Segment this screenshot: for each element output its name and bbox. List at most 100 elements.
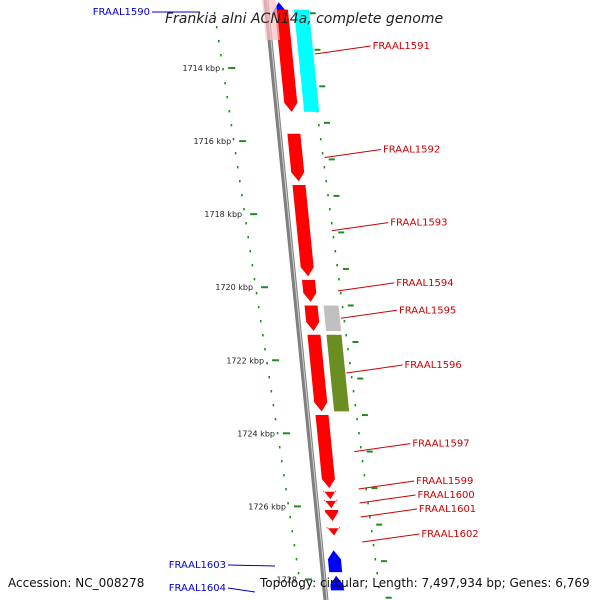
gene-fraal1591[interactable] [274,9,298,112]
topology-label: Topology: circular; Length: 7,497,934 bp… [259,576,590,590]
outer-track-dot [345,334,348,337]
outer-track-dot [327,194,329,197]
features-layer [262,0,350,591]
kbp-tick-label: 1722 kbp [226,356,264,365]
inner-track-dot [251,264,254,267]
inner-track-dot [264,348,266,351]
gene-label-fraal1591[interactable]: FRAAL1591 [373,41,430,52]
gene-label-fraal1595[interactable]: FRAAL1595 [399,305,456,316]
inner-track-dot [241,194,243,197]
outer-track-dot [336,264,338,267]
outer-track-dot [367,502,369,505]
gene-label-fraal1601[interactable]: FRAAL1601 [419,504,476,515]
outer-track-dot [356,418,358,421]
outer-track-dot [347,348,349,351]
outer-track-dot [354,404,357,407]
gene-label-fraal1597[interactable]: FRAAL1597 [412,439,469,450]
cyan-feature-fraal1591[interactable] [293,9,320,112]
outer-track-dot [350,376,353,379]
outer-track-dot [363,474,366,477]
olive-feature-fraal1596[interactable] [326,334,350,412]
outer-track-dot [343,320,346,323]
inner-track-dot [247,236,249,239]
outer-track-dot [365,488,368,491]
gene-fraal1601[interactable] [325,510,339,521]
gene-fraal1596[interactable] [307,334,328,412]
gene-label-fraal1604[interactable]: FRAAL1604 [169,583,226,594]
inner-track-dot [266,362,268,365]
label-connector [362,533,420,543]
label-connector [354,443,411,453]
inner-track-dot [270,390,273,393]
inner-track-dot [283,474,285,477]
inner-track-dot [287,502,289,505]
gene-fraal1592[interactable] [287,133,305,182]
label-connector [315,45,371,55]
outer-track-dot [369,516,371,519]
kbp-tick-label: 1728 [277,575,297,584]
gene-fraal1593[interactable] [292,184,314,277]
gene-fraal1600[interactable] [323,499,338,509]
gene-label-fraal1600[interactable]: FRAAL1600 [418,490,475,501]
outer-track-dot [334,250,337,253]
gene-fraal1594[interactable] [301,279,317,302]
inner-track-dot [274,418,277,421]
labels-layer: FRAAL1590 FRAAL1591 FRAAL1592 FRAAL1593 FRAA… [93,7,479,594]
gene-fraal1599[interactable] [323,490,337,500]
gene-fraal1603[interactable] [327,550,343,573]
outer-track-dot [352,390,355,393]
inner-track-dot [236,166,239,169]
outer-track-dot [321,152,324,155]
label-connector [358,480,415,490]
outer-track-dot [329,208,331,211]
gene-label-fraal1590[interactable]: FRAAL1590 [93,7,150,18]
outer-track-dot [330,222,333,225]
outer-track-dot [318,124,320,127]
backbone-highlight [266,0,328,600]
backbone-line [263,0,329,600]
inner-track-dot [239,180,241,183]
inner-track-dot [215,26,218,29]
outer-track-dot [339,292,342,295]
kbp-tick-label: 1720 kbp [215,283,253,292]
gray-feature-fraal1595[interactable] [323,305,342,332]
gene-fraal1597[interactable] [315,415,335,489]
label-connector [338,282,395,292]
kbp-tick-label: 1726 kbp [248,502,286,511]
inner-track-dot [226,96,228,99]
accession-label: Accession: NC_008278 [8,576,144,590]
outer-track-dot [358,432,360,435]
outer-track-dot [370,530,373,533]
outer-track-dot [378,586,380,589]
outer-track-dot [349,362,351,365]
inner-track-dot [260,320,262,323]
gene-fraal1604[interactable] [330,575,345,591]
gene-label-fraal1596[interactable]: FRAAL1596 [405,360,462,371]
inner-track-dot [268,376,270,379]
gene-label-fraal1594[interactable]: FRAAL1594 [396,278,453,289]
inner-track-dot [213,12,216,15]
inner-track-dot [262,334,264,337]
outer-track-dot [319,138,322,141]
gene-label-fraal1602[interactable]: FRAAL1602 [421,529,478,540]
outer-track-dot [338,278,340,281]
outer-track-dot [361,460,364,463]
partial-feature [262,0,280,40]
inner-track-dot [228,110,231,113]
gene-label-fraal1593[interactable]: FRAAL1593 [390,218,447,229]
gene-label-fraal1599[interactable]: FRAAL1599 [416,476,473,487]
gene-label-fraal1603[interactable]: FRAAL1603 [169,560,226,571]
label-connector [324,149,382,159]
inner-track-dot [257,306,260,309]
gene-label-fraal1592[interactable]: FRAAL1592 [383,145,440,156]
label-connector [360,508,417,518]
gene-fraal1595[interactable] [304,305,320,332]
inner-track-dot [224,82,226,85]
inner-track-dot [281,460,283,463]
gene-fraal1602[interactable] [326,526,340,536]
inner-track-dot [278,446,281,449]
inner-track-dot [243,208,245,211]
inner-track-dot [299,586,302,589]
inner-track-dot [234,152,237,155]
